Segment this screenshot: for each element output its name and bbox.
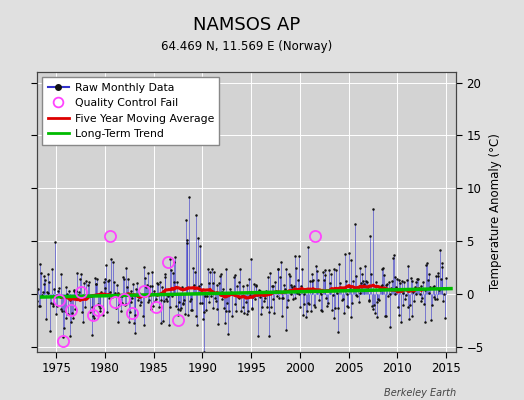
Text: NAMSOS AP: NAMSOS AP — [193, 16, 300, 34]
Legend: Raw Monthly Data, Quality Control Fail, Five Year Moving Average, Long-Term Tren: Raw Monthly Data, Quality Control Fail, … — [42, 78, 220, 144]
Y-axis label: Temperature Anomaly (°C): Temperature Anomaly (°C) — [489, 133, 502, 291]
Text: 64.469 N, 11.569 E (Norway): 64.469 N, 11.569 E (Norway) — [161, 40, 332, 53]
Text: Berkeley Earth: Berkeley Earth — [384, 388, 456, 398]
